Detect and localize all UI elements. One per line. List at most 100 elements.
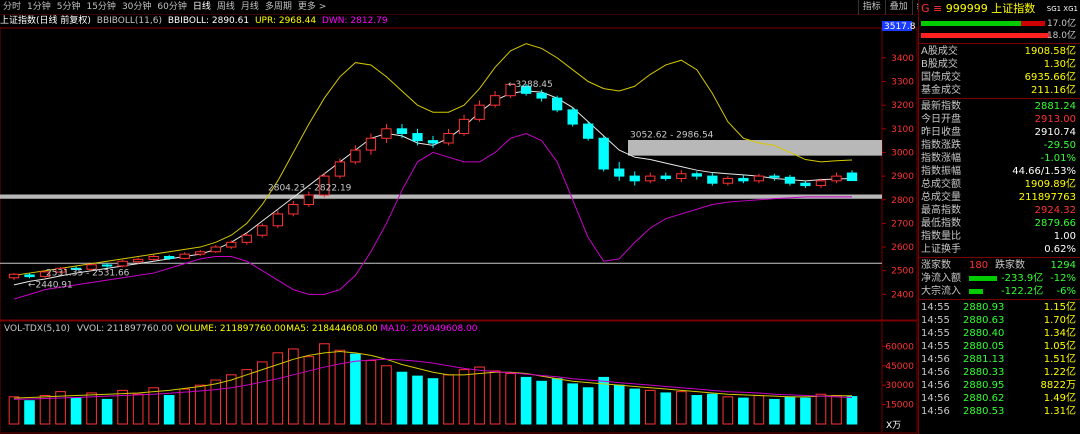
tick-row: 14:56 2881.13 1.51亿 [921, 354, 1076, 365]
volume-bar-up [381, 365, 392, 425]
period-tab[interactable]: 5分钟 [56, 2, 81, 12]
candle-up [831, 175, 842, 182]
candle-up [195, 251, 206, 255]
dwn-value: DWN: 2812.79 [321, 16, 388, 26]
candle-up [257, 225, 268, 236]
volume-bar-down [350, 353, 361, 425]
tick-list[interactable]: 14:55 2880.93 1.15亿 14:55 2880.63 1.70亿 14:55 2… [919, 301, 1080, 418]
volume-info-text: VOL-TDX(5,10) [4, 324, 70, 334]
upper-band-line [13, 43, 853, 276]
volume-bar-up [272, 352, 284, 425]
candle-down [101, 264, 113, 267]
volume-info-text: VOLUME: 211897760.00 [176, 324, 286, 334]
candle-down [427, 140, 439, 144]
volume-bar-up [303, 356, 315, 425]
candle-up [132, 258, 144, 263]
volume-ma10-line [13, 358, 853, 400]
candle-up [722, 177, 734, 184]
turnover-row: 国债成交 6935.66亿 [921, 72, 1076, 83]
quote-row: 今日开盘 2913.00 [921, 114, 1076, 125]
volume-bar-down [660, 392, 672, 425]
candle-down [24, 274, 35, 278]
quote-row: 指数振幅 44.66/1.53% [921, 166, 1076, 177]
index-quotes: 最新指数 2881.24 今日开盘 2913.00 昨日收盘 2910.74 指数涨跌 -29… [919, 100, 1080, 256]
candle-up [319, 175, 330, 196]
candle-up [645, 175, 656, 182]
candle-down [707, 175, 718, 184]
candle-down [520, 85, 532, 94]
resistance-zone [628, 140, 882, 156]
candle-down [738, 177, 749, 182]
volume-info-text: MA5: 218444608.00 [286, 324, 378, 334]
tick-row: 14:56 2880.33 1.22亿 [921, 367, 1076, 378]
tool-button[interactable]: 指标 [857, 0, 885, 15]
volume-bar-up [474, 366, 485, 425]
index-code: 999999 [945, 2, 988, 15]
support-zone [0, 194, 882, 199]
boll-param-label: BBIBOLL(11,6) [96, 16, 162, 26]
volume-bar-down [738, 397, 749, 425]
panel-title: G ≡ 999999 上证指数 SG1 XG1 [919, 0, 1080, 18]
turnover-row: B股成交 1.30亿 [921, 59, 1076, 70]
upr-value: UPR: 2968.44 [254, 16, 317, 26]
volume-pane-frame [0, 320, 918, 434]
volume-ma5-line [13, 351, 853, 399]
flow-row: 大宗流入 -122.2亿 -6% [921, 286, 1076, 297]
volume-bar-up [148, 387, 159, 425]
volume-bar-up [831, 395, 842, 425]
volume-bar-up [505, 373, 516, 425]
period-tab[interactable]: 15分钟 [86, 2, 116, 12]
candle-down [396, 128, 408, 135]
candle-up [334, 161, 346, 177]
candle-down [583, 123, 594, 139]
price-tick-label: 3100 [891, 125, 914, 135]
price-tick-label: 3300 [891, 78, 914, 88]
candle-up [241, 234, 252, 243]
volume-bar-down [101, 398, 113, 425]
candle-down [800, 182, 811, 187]
period-tab[interactable]: 分时 [3, 2, 22, 12]
volume-bar-down [427, 378, 439, 425]
volume-tick-label: 60000 [885, 342, 914, 352]
turnover-row: A股成交 1908.58亿 [921, 46, 1076, 57]
volume-bar-up [722, 396, 734, 425]
volume-bar-up [334, 349, 346, 425]
price-tick-label: 2900 [891, 172, 914, 182]
volume-bar-down [536, 380, 547, 425]
period-tab[interactable]: 多周期 [264, 2, 292, 12]
volume-bar-up [443, 374, 454, 425]
quote-row: 昨日收盘 2910.74 [921, 127, 1076, 138]
volume-info-text: MA10: 205049608.00 [380, 324, 477, 334]
volume-info-text: VVOL: 211897760.00 [77, 324, 173, 334]
candle-down [614, 168, 625, 177]
flow-row: 净流入额 -233.9亿 -12% [921, 273, 1076, 284]
axis-top-marker [882, 21, 912, 31]
candle-up [272, 213, 283, 227]
candle-down [412, 133, 423, 142]
volume-bar-up [644, 389, 656, 425]
period-tab[interactable]: 60分钟 [157, 2, 187, 12]
period-tab[interactable]: 月线 [240, 2, 259, 12]
period-tab[interactable]: 1分钟 [27, 2, 51, 12]
high-annotation: ←3288.45 [508, 80, 553, 90]
volume-bar-up [132, 393, 144, 425]
candle-up [179, 253, 190, 259]
price-tick-label: 3400 [891, 54, 914, 64]
period-tab[interactable]: 日线 [192, 2, 211, 12]
period-tab[interactable]: 30分钟 [121, 2, 152, 12]
volume-bar-up [241, 369, 253, 425]
period-tab[interactable]: 更多 > [297, 2, 327, 12]
volume-bar-up [8, 396, 20, 425]
tool-button[interactable]: 叠加 [884, 0, 912, 15]
volume-bar-down [800, 397, 811, 425]
volume-bar-down [629, 388, 641, 425]
boll-value: BBIBOLL: 2890.61 [167, 16, 250, 26]
candle-down [769, 175, 780, 178]
turnover-stats: A股成交 1908.58亿 B股成交 1.30亿 国债成交 6935.66亿 基金成交 211… [919, 45, 1080, 97]
kline-chart[interactable]: 3400 3300 3200 3100 3000 2900 2800 2700 2600 2500… [0, 0, 918, 434]
rise-count: 180 [969, 260, 989, 271]
candle-down [691, 173, 702, 177]
period-tab[interactable]: 周线 [216, 2, 235, 12]
quote-row: 指数量比 1.00 [921, 231, 1076, 242]
volume-bar-down [396, 371, 408, 425]
